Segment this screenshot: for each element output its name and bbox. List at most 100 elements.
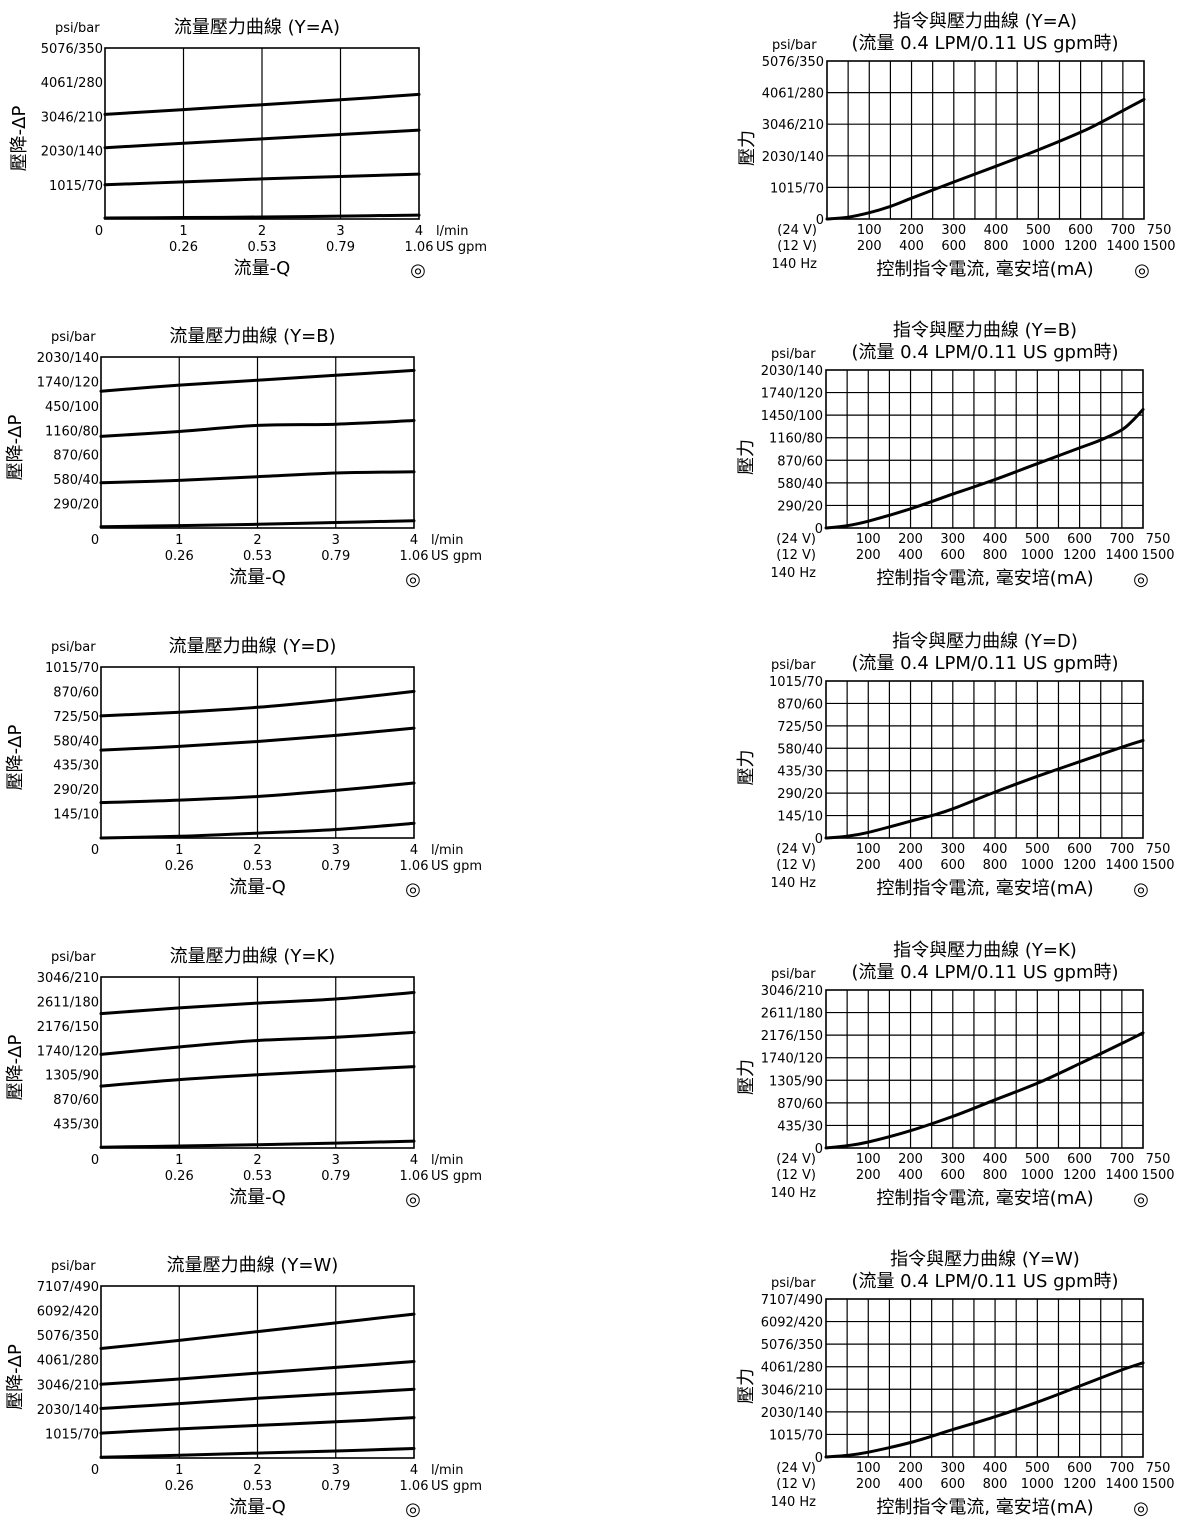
y-tick-label: 2030/140 xyxy=(761,1406,823,1421)
y-tick-label: 870/60 xyxy=(777,697,823,712)
x-tick-label-12v: 200 xyxy=(856,1477,881,1492)
x-tick-label-24v: 400 xyxy=(984,223,1009,238)
x-tick-label: 1 xyxy=(175,843,183,858)
x-unit-lpm: l/min xyxy=(436,224,469,239)
x-tick-label-12v: 600 xyxy=(941,239,966,254)
command-chart-9: 指令與壓力曲線 (Y=W)(流量 0.4 LPM/0.11 US gpm時) ps… xyxy=(736,1249,1175,1519)
x-tick-label-gpm: 1.06 xyxy=(400,549,429,564)
y-tick-label: 0 xyxy=(815,1142,823,1157)
x-tick-label-24v: 600 xyxy=(1067,842,1092,857)
x-tick-label: 0 xyxy=(91,1153,99,1168)
y-tick-label: 145/10 xyxy=(777,810,823,825)
x-tick-label-gpm: 0.53 xyxy=(243,1169,272,1184)
x-axis-title: 流量-Q xyxy=(234,258,291,279)
y-tick-label: 5076/350 xyxy=(761,1338,823,1353)
series-line-c4 xyxy=(99,991,416,1016)
y-tick-label: 1015/70 xyxy=(49,179,103,194)
x-tick-label-12v: 600 xyxy=(940,1168,965,1183)
x-tick-label-gpm: 0.79 xyxy=(321,859,350,874)
y-tick-label: 1160/80 xyxy=(45,424,99,439)
x-tick-label: 4 xyxy=(410,533,418,548)
x-tick-label-12v: 600 xyxy=(940,1477,965,1492)
x-tick-label-24v: 100 xyxy=(856,532,881,547)
y-tick-label: 5076/350 xyxy=(41,42,103,57)
y-tick-label: 7107/490 xyxy=(761,1293,823,1308)
y-tick-label: 3046/210 xyxy=(761,1383,823,1398)
x-unit-gpm: US gpm xyxy=(431,1479,482,1494)
y-tick-label: 5076/350 xyxy=(762,55,824,70)
x-tick-label: 2 xyxy=(253,843,261,858)
chart-title: 流量壓力曲線 (Y=K) xyxy=(170,946,336,967)
series-line-c1 xyxy=(99,1447,416,1459)
y-tick-label: 1160/80 xyxy=(769,432,823,447)
x-tick-label-12v: 1400 xyxy=(1105,1477,1138,1492)
y-unit-label: psi/bar xyxy=(51,330,96,345)
y-tick-label: 290/20 xyxy=(777,787,823,802)
x-tick-label-24v: 500 xyxy=(1025,1461,1050,1476)
x-unit-lpm: l/min xyxy=(431,533,464,548)
series-line-pressure xyxy=(824,1361,1145,1459)
x-tick-label-24v: 700 xyxy=(1109,1461,1134,1476)
flow-chart-6: 流量壓力曲線 (Y=K) psi/bar 435/30 870/60 1305/90 17… xyxy=(5,946,482,1210)
x-unit-lpm: l/min xyxy=(431,1463,464,1478)
x-axis-title: 控制指令電流, 毫安培(mA) xyxy=(876,878,1093,899)
series-line-pressure xyxy=(825,97,1146,221)
chart-title: 指令與壓力曲線 (Y=D) xyxy=(892,631,1078,652)
y-tick-label: 0 xyxy=(816,213,824,228)
plot-frame xyxy=(825,680,1144,839)
x-tick-label-gpm: 0.53 xyxy=(248,240,277,255)
command-chart-5: 指令與壓力曲線 (Y=D)(流量 0.4 LPM/0.11 US gpm時) ps… xyxy=(736,631,1175,900)
y-tick-label: 3046/210 xyxy=(762,118,824,133)
x-tick-label-12v: 1500 xyxy=(1141,1168,1174,1183)
y-tick-label: 435/30 xyxy=(53,1118,99,1133)
x-tick-label-12v: 1000 xyxy=(1021,1477,1054,1492)
x-tick-label-12v: 1000 xyxy=(1021,548,1054,563)
x-tick-label: 2 xyxy=(258,224,266,239)
y-unit-label: psi/bar xyxy=(771,1276,816,1291)
y-tick-label: 435/30 xyxy=(53,759,99,774)
chart-subtitle: (流量 0.4 LPM/0.11 US gpm時) xyxy=(851,1271,1118,1292)
y-unit-label: psi/bar xyxy=(771,658,816,673)
x-row-label-24v: (24 V) xyxy=(776,842,816,857)
x-tick-label-24v: 400 xyxy=(983,1152,1008,1167)
x-tick-label-24v: 300 xyxy=(941,223,966,238)
x-tick-label-24v: 300 xyxy=(940,1152,965,1167)
series-line-pressure xyxy=(824,738,1145,840)
x-tick-label-24v: 300 xyxy=(940,1461,965,1476)
x-tick-label-gpm: 0.26 xyxy=(165,1169,194,1184)
chart-title: 指令與壓力曲線 (Y=W) xyxy=(890,1249,1080,1270)
command-chart-7: 指令與壓力曲線 (Y=K)(流量 0.4 LPM/0.11 US gpm時) ps… xyxy=(736,940,1175,1210)
x-axis-title: 控制指令電流, 毫安培(mA) xyxy=(876,1188,1093,1209)
x-tick-label-24v: 400 xyxy=(983,1461,1008,1476)
series-line-c2 xyxy=(99,470,416,485)
x-tick-label-12v: 1500 xyxy=(1141,548,1174,563)
y-tick-label: 2030/140 xyxy=(37,351,99,366)
x-tick-label-gpm: 0.26 xyxy=(169,240,198,255)
x-tick-label: 3 xyxy=(332,533,340,548)
y-tick-label: 1015/70 xyxy=(770,181,824,196)
target-symbol-icon: ◎ xyxy=(1134,260,1150,281)
y-unit-label: psi/bar xyxy=(55,21,100,36)
plot-frame xyxy=(104,47,420,220)
y-unit-label: psi/bar xyxy=(771,347,816,362)
x-tick-label-24v: 200 xyxy=(898,532,923,547)
y-tick-label: 870/60 xyxy=(777,1097,823,1112)
y-tick-label: 435/30 xyxy=(777,765,823,780)
series-line-c1 xyxy=(99,1139,416,1149)
series-line-c3 xyxy=(99,1387,416,1410)
x-tick-label-12v: 800 xyxy=(983,858,1008,873)
y-tick-label: 450/100 xyxy=(45,400,99,415)
plot-frame xyxy=(825,1298,1144,1458)
x-tick-label-12v: 600 xyxy=(940,858,965,873)
x-row-label-hz: 140 Hz xyxy=(770,1495,816,1510)
x-tick-label: 3 xyxy=(336,224,344,239)
y-axis-title: 壓力 xyxy=(736,439,757,475)
target-symbol-icon: ◎ xyxy=(1133,1189,1149,1210)
x-tick-label-12v: 400 xyxy=(899,239,924,254)
x-tick-label-12v: 800 xyxy=(984,239,1009,254)
x-tick-label-24v: 200 xyxy=(898,1152,923,1167)
y-tick-label: 290/20 xyxy=(777,499,823,514)
series-line-c3 xyxy=(99,726,416,752)
series-line-pressure xyxy=(824,1031,1145,1150)
